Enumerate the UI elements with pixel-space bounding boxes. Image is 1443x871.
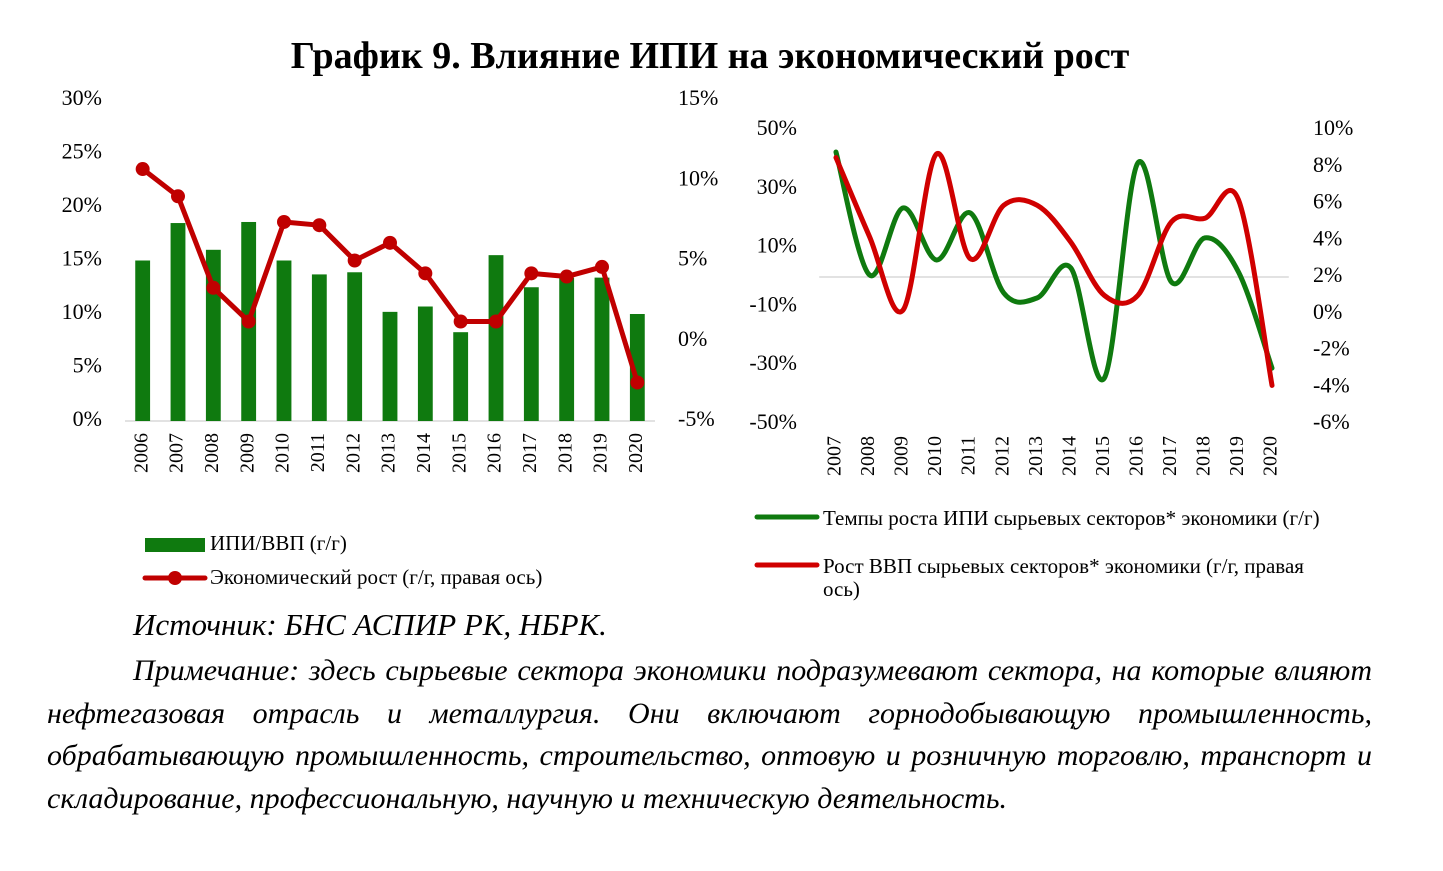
x-tick-label: 2018 <box>554 433 576 473</box>
x-tick-label: 2006 <box>130 433 152 473</box>
x-tick-label: 2011 <box>958 436 980 475</box>
y2-tick-label: -5% <box>678 406 715 431</box>
marker <box>171 189 185 204</box>
bar <box>135 260 151 421</box>
marker <box>206 280 221 295</box>
y-tick-label: 20% <box>62 192 102 217</box>
y2-tick-label: -4% <box>1313 372 1350 397</box>
x-tick-label: 2008 <box>201 433 223 473</box>
marker <box>135 162 150 177</box>
x-tick-label: 2007 <box>166 433 188 473</box>
x-tick-label: 2008 <box>857 436 879 476</box>
x-tick-label: 2009 <box>891 436 913 476</box>
x-tick-label: 2020 <box>625 433 647 473</box>
x-tick-label: 2009 <box>236 433 258 473</box>
line <box>833 149 1275 383</box>
marker <box>383 235 397 250</box>
marker <box>312 218 327 233</box>
marker <box>347 253 362 268</box>
x-tick-label: 2014 <box>1058 436 1080 476</box>
source: Источник: БНС АСПИР РК, НБРК. <box>133 607 607 642</box>
y2-tick-label: 6% <box>1313 189 1342 214</box>
y2-tick-label: 15% <box>678 85 718 110</box>
bar <box>170 223 186 421</box>
bar <box>311 274 327 421</box>
y2-tick-label: 5% <box>678 246 707 271</box>
y-tick-label: 15% <box>62 246 102 271</box>
y-tick-label: 10% <box>757 233 797 258</box>
x-tick-label: 2013 <box>378 433 400 473</box>
bar <box>417 306 433 421</box>
y2-tick-label: 8% <box>1313 152 1342 177</box>
x-tick-label: 2016 <box>484 433 506 473</box>
legend-label: Экономический рост (г/г, правая ось) <box>210 565 543 589</box>
marker <box>630 375 645 390</box>
note: Примечание: здесь сырьевые сектора эконо… <box>47 654 1372 815</box>
y2-tick-label: -6% <box>1313 409 1350 434</box>
x-tick-label: 2012 <box>991 436 1013 476</box>
y-tick-label: -50% <box>749 409 797 434</box>
y2-tick-label: 0% <box>678 326 707 351</box>
bar <box>488 255 504 421</box>
bar <box>594 277 610 421</box>
y-tick-label: -10% <box>749 291 797 316</box>
x-tick-label: 2016 <box>1125 436 1147 476</box>
x-tick-label: 2007 <box>824 436 846 476</box>
x-tick-label: 2020 <box>1260 436 1282 476</box>
x-tick-label: 2012 <box>342 433 364 473</box>
legend-label: ИПИ/ВВП (г/г) <box>210 531 347 555</box>
x-tick-label: 2011 <box>307 433 329 472</box>
y2-tick-label: -2% <box>1313 336 1350 361</box>
x-tick-label: 2014 <box>413 433 435 473</box>
y-tick-label: 5% <box>73 353 102 378</box>
marker <box>595 259 609 274</box>
marker <box>489 314 503 329</box>
marker <box>453 314 468 329</box>
marker <box>418 266 433 281</box>
x-tick-label: 2019 <box>590 433 612 473</box>
y2-tick-label: 0% <box>1313 299 1342 324</box>
bar <box>523 287 539 421</box>
marker <box>277 214 291 229</box>
bar <box>347 272 363 421</box>
marker <box>241 314 256 329</box>
y-tick-label: 50% <box>757 115 797 140</box>
y2-tick-label: 4% <box>1313 225 1342 250</box>
y2-tick-label: 10% <box>678 165 718 190</box>
x-tick-label: 2010 <box>924 436 946 476</box>
x-tick-label: 2010 <box>272 433 294 473</box>
y-tick-label: -30% <box>749 350 797 375</box>
x-tick-label: 2018 <box>1193 436 1215 476</box>
y2-tick-label: 2% <box>1313 262 1342 287</box>
x-tick-label: 2019 <box>1226 436 1248 476</box>
bar <box>276 260 292 421</box>
y-tick-label: 30% <box>757 174 797 199</box>
bar <box>453 332 469 421</box>
bar <box>559 277 575 421</box>
y-tick-label: 0% <box>73 406 102 431</box>
marker <box>559 269 574 284</box>
y-tick-label: 10% <box>62 299 102 324</box>
x-tick-label: 2015 <box>448 433 470 473</box>
x-tick-label: 2015 <box>1092 436 1114 476</box>
legend-label: Темпы роста ИПИ сырьевых секторов* эконо… <box>823 506 1320 530</box>
title: График 9. Влияние ИПИ на экономический р… <box>290 35 1130 77</box>
bar <box>629 314 645 421</box>
x-tick-label: 2013 <box>1025 436 1047 476</box>
legend-marker <box>168 571 182 585</box>
y-tick-label: 25% <box>62 139 102 164</box>
legend-label: Рост ВВП сырьевых секторов* экономики (г… <box>823 554 1304 601</box>
legend-swatch <box>145 538 205 552</box>
line <box>833 151 1275 388</box>
x-tick-label: 2017 <box>519 433 541 473</box>
y2-tick-label: 10% <box>1313 115 1353 140</box>
x-tick-label: 2017 <box>1159 436 1181 476</box>
bar <box>382 311 398 421</box>
marker <box>524 266 539 281</box>
y-tick-label: 30% <box>62 85 102 110</box>
